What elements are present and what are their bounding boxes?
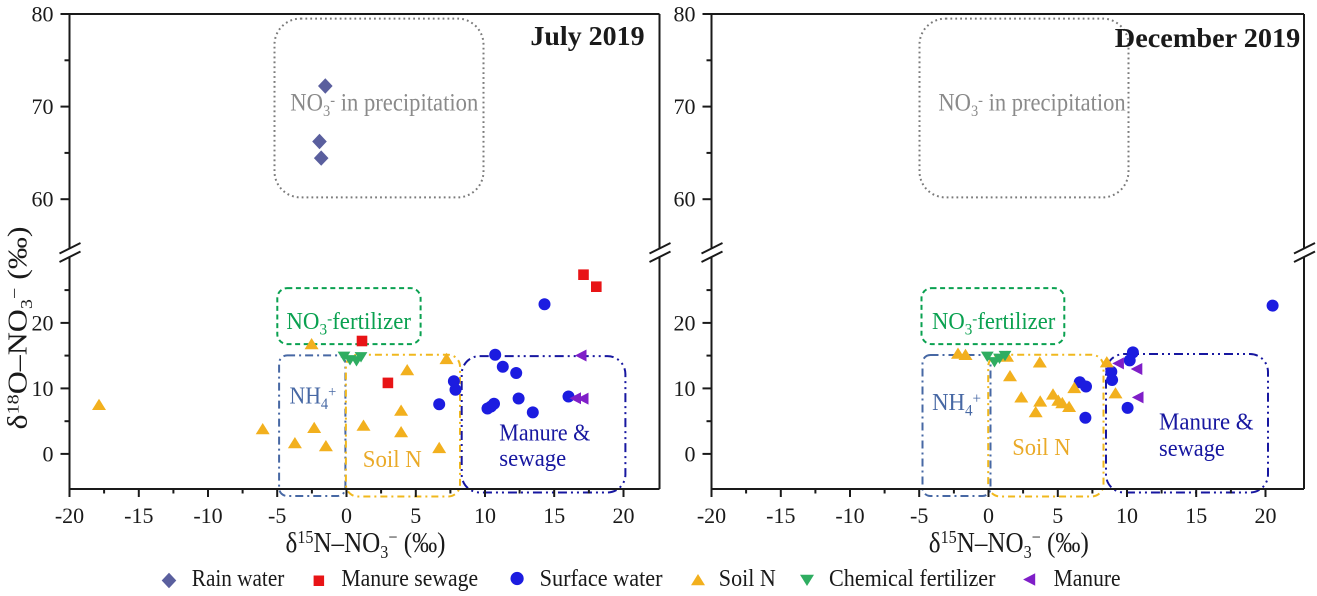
svg-text:0: 0: [685, 441, 696, 466]
svg-text:-5: -5: [910, 503, 928, 528]
svg-text:-15: -15: [124, 503, 153, 528]
svg-text:Manure &: Manure &: [499, 421, 590, 447]
svg-text:-20: -20: [55, 503, 84, 528]
svg-text:Chemical fertilizer: Chemical fertilizer: [829, 566, 996, 592]
svg-text:10: 10: [1116, 503, 1138, 528]
svg-text:10: 10: [474, 503, 496, 528]
svg-text:15: 15: [543, 503, 565, 528]
svg-text:0: 0: [341, 503, 352, 528]
svg-text:Surface water: Surface water: [540, 566, 663, 592]
svg-text:NO3- in precipitation: NO3- in precipitation: [290, 89, 478, 120]
svg-text:sewage: sewage: [1159, 436, 1225, 462]
svg-text:80: 80: [674, 2, 696, 27]
svg-text:0: 0: [983, 503, 994, 528]
svg-text:20: 20: [32, 310, 54, 335]
svg-text:Manure sewage: Manure sewage: [341, 566, 478, 592]
svg-text:15: 15: [1185, 503, 1207, 528]
svg-text:20: 20: [1255, 503, 1277, 528]
svg-text:0: 0: [43, 441, 54, 466]
svg-text:δ15N–NO3− (‰): δ15N–NO3− (‰): [929, 527, 1089, 562]
svg-text:NO3-fertilizer: NO3-fertilizer: [286, 309, 411, 339]
svg-text:δ15N–NO3− (‰): δ15N–NO3− (‰): [286, 527, 446, 562]
svg-text:-10: -10: [193, 503, 222, 528]
svg-text:NO3- in precipitation: NO3- in precipitation: [938, 89, 1126, 120]
svg-text:10: 10: [32, 376, 54, 401]
svg-text:60: 60: [32, 187, 54, 212]
svg-text:70: 70: [674, 94, 696, 119]
svg-text:sewage: sewage: [499, 446, 566, 472]
svg-text:Manure &: Manure &: [1159, 410, 1254, 436]
svg-text:Soil N: Soil N: [719, 566, 776, 592]
svg-text:-15: -15: [766, 503, 795, 528]
svg-text:Rain water: Rain water: [192, 566, 285, 592]
svg-text:10: 10: [674, 376, 696, 401]
svg-text:Soil N: Soil N: [1012, 435, 1070, 461]
svg-text:Manure: Manure: [1054, 566, 1121, 592]
svg-text:-10: -10: [835, 503, 864, 528]
svg-text:70: 70: [32, 94, 54, 119]
svg-text:5: 5: [410, 503, 421, 528]
svg-text:December 2019: December 2019: [1115, 23, 1300, 53]
svg-text:Soil N: Soil N: [363, 447, 422, 473]
svg-text:July 2019: July 2019: [530, 21, 644, 51]
svg-text:-5: -5: [268, 503, 286, 528]
svg-text:-20: -20: [697, 503, 726, 528]
svg-text:80: 80: [32, 2, 54, 27]
svg-text:5: 5: [1052, 503, 1063, 528]
svg-text:20: 20: [674, 310, 696, 335]
svg-text:20: 20: [613, 503, 635, 528]
svg-text:NO3-fertilizer: NO3-fertilizer: [932, 309, 1055, 339]
svg-text:60: 60: [674, 187, 696, 212]
